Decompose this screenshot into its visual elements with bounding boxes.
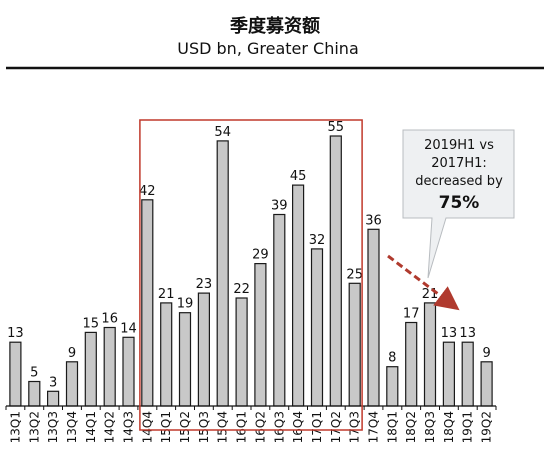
tick-label-15Q1: 15Q1 [159,411,173,443]
value-label-13Q4: 9 [68,346,76,361]
tick-label-17Q2: 17Q2 [329,411,343,443]
value-label-19Q1: 13 [459,326,476,341]
value-label-17Q1: 32 [309,233,326,248]
tick-labels-group: 13Q1 13Q2 13Q3 13Q4 14Q1 14Q2 14Q3 14Q4 15Q1 15Q2… [8,411,493,443]
tick-label-19Q2: 19Q2 [480,411,494,443]
tick-label-13Q1: 13Q1 [8,411,22,443]
callout-bubble [402,129,515,279]
value-label-16Q3: 39 [271,199,288,214]
value-label-16Q4: 45 [290,169,307,184]
bar-15Q3 [197,292,210,407]
bar-14Q2 [103,326,116,407]
x-axis-ticks [5,406,497,410]
value-label-15Q2: 19 [177,297,194,312]
tick-label-16Q1: 16Q1 [235,411,249,443]
bar-16Q1 [235,297,248,407]
chart-subtitle: USD bn, Greater China [177,39,359,58]
bar-14Q1 [84,331,97,407]
callout-line-2: 2017H1: [431,156,487,171]
value-label-13Q1: 13 [7,326,24,341]
tick-label-15Q2: 15Q2 [178,411,192,443]
tick-label-13Q2: 13Q2 [27,411,41,443]
bar-14Q3 [122,336,135,407]
tick-label-13Q4: 13Q4 [65,411,79,443]
value-label-15Q4: 54 [214,125,231,140]
bar-19Q2 [480,361,493,407]
value-label-15Q3: 23 [196,277,213,292]
tick-label-17Q4: 17Q4 [367,411,381,443]
bar-16Q2 [254,263,267,407]
bar-15Q2 [178,312,192,407]
bar-13Q1 [9,341,22,407]
value-label-18Q1: 8 [388,351,396,366]
value-label-19Q2: 9 [482,346,490,361]
bar-13Q3 [46,390,60,407]
callout-percent: 75% [439,193,480,213]
value-label-16Q1: 22 [233,282,250,297]
bar-15Q1 [160,302,173,407]
value-label-14Q1: 15 [83,316,100,331]
tick-label-18Q4: 18Q4 [442,411,456,443]
tick-label-16Q2: 16Q2 [253,411,267,443]
value-label-17Q3: 25 [346,267,363,282]
tick-label-17Q1: 17Q1 [310,411,324,443]
value-label-16Q2: 29 [252,248,269,263]
bar-16Q3 [273,213,286,407]
value-label-14Q4: 42 [139,184,156,199]
tick-label-19Q1: 19Q1 [461,411,475,443]
value-label-17Q4: 36 [365,213,382,228]
tick-label-16Q3: 16Q3 [272,411,286,443]
tick-label-14Q1: 14Q1 [84,411,98,443]
bar-18Q2 [405,321,418,407]
bar-17Q1 [310,248,324,407]
bar-16Q4 [292,184,305,407]
callout-line-3: decreased by [415,174,503,189]
value-label-18Q4: 13 [441,326,458,341]
value-label-18Q3: 21 [422,287,439,302]
value-label-13Q3: 3 [49,375,57,390]
tick-label-13Q3: 13Q3 [46,411,60,443]
bar-18Q4 [442,341,455,407]
decline-arrow [387,254,460,311]
bar-13Q4 [65,361,79,407]
bar-17Q4 [367,228,380,407]
chart-title: 季度募资额 [230,15,320,37]
tick-label-14Q2: 14Q2 [103,411,117,443]
value-label-14Q3: 14 [120,321,137,336]
value-label-14Q2: 16 [101,312,118,327]
tick-label-18Q2: 18Q2 [404,411,418,443]
value-label-15Q1: 21 [158,287,175,302]
bar-17Q2 [329,135,342,407]
tick-label-16Q4: 16Q4 [291,411,305,443]
tick-label-15Q3: 15Q3 [197,411,211,443]
bar-19Q1 [461,341,474,407]
callout: 2019H1 vs 2017H1: decreased by 75% [402,129,515,279]
tick-label-17Q3: 17Q3 [348,411,362,443]
tick-label-18Q1: 18Q1 [385,411,399,443]
bar-13Q2 [28,380,41,407]
tick-label-15Q4: 15Q4 [216,411,230,443]
tick-label-14Q3: 14Q3 [122,411,136,443]
highlight-box [139,119,363,431]
bar-18Q3 [423,302,437,407]
value-label-18Q2: 17 [403,307,420,322]
bar-17Q3 [348,282,361,407]
tick-label-18Q3: 18Q3 [423,411,437,443]
bar-14Q4 [141,199,154,407]
bar-18Q1 [386,366,399,407]
tick-label-14Q4: 14Q4 [140,411,154,443]
value-label-13Q2: 5 [30,366,38,381]
callout-line-1: 2019H1 vs [424,138,494,153]
bar-15Q4 [216,140,229,407]
value-label-17Q2: 55 [328,120,345,135]
